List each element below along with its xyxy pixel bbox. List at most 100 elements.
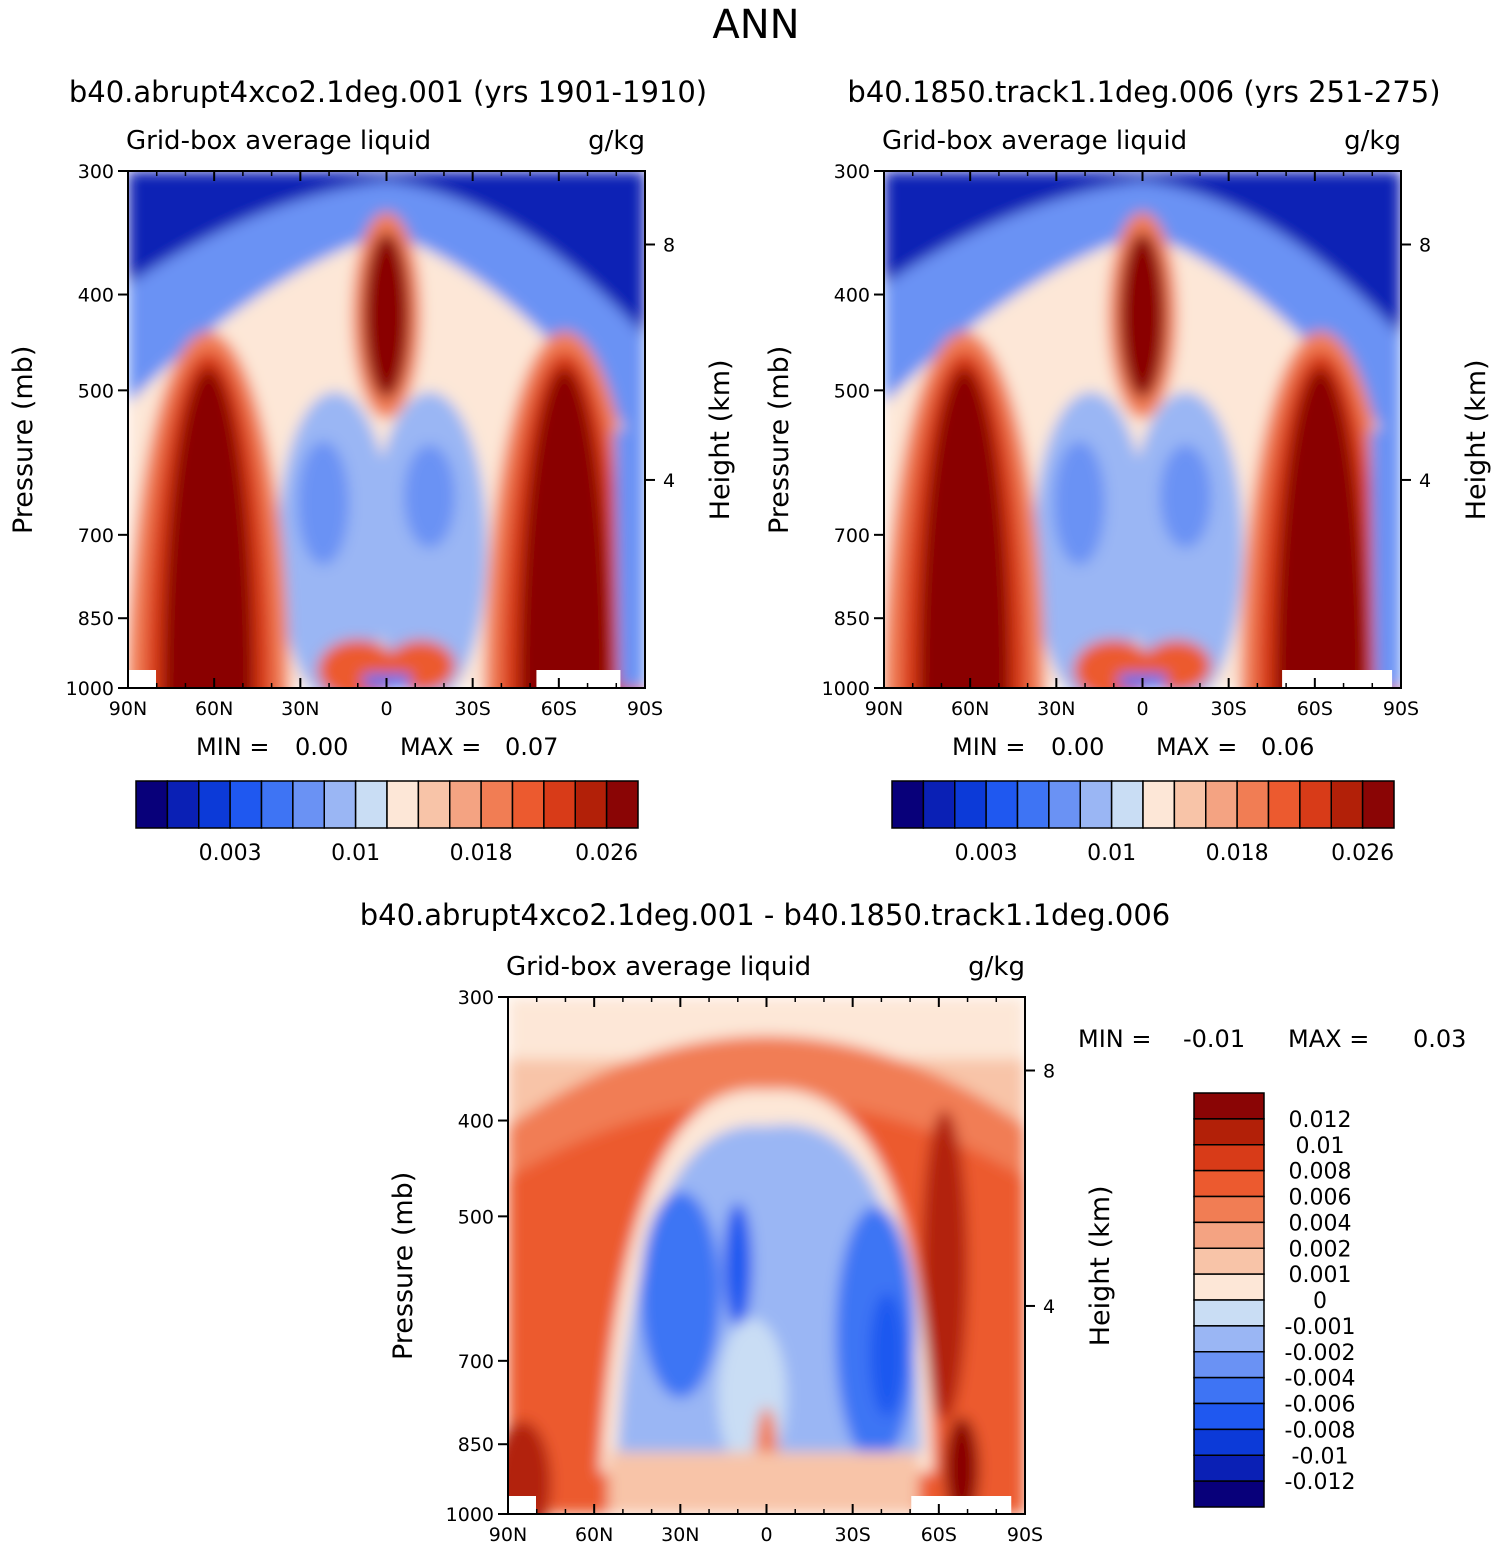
min-label: MIN =: [952, 733, 1025, 761]
y-tick-label: 300: [78, 161, 114, 183]
field-name: Grid-box average liquid: [126, 126, 431, 156]
colorbar-swatch: [386, 780, 420, 829]
max-value: 0.06: [1261, 733, 1314, 761]
y-axis-title: Pressure (mb): [388, 1172, 419, 1360]
surface-pale-strip: [608, 1451, 919, 1514]
y-tick-label: 400: [78, 285, 114, 307]
y-tick-label: 700: [458, 1351, 494, 1373]
height-tick-label: 4: [1043, 1296, 1055, 1318]
missing-data: [1282, 670, 1393, 688]
tropical-blue-core-sh: [403, 444, 456, 549]
x-tick-label: 30S: [1211, 698, 1247, 720]
colorbar-swatch: [1142, 780, 1176, 829]
colorbar-label: -0.01: [1292, 1444, 1349, 1469]
max-label: MAX =: [400, 733, 481, 761]
max-label: MAX =: [1288, 1025, 1369, 1053]
y-tick-label: 500: [458, 1206, 494, 1228]
colorbar-swatch: [574, 780, 608, 829]
y-tick-label: 400: [458, 1111, 494, 1133]
colorbar-swatch: [1193, 1169, 1265, 1198]
missing-data: [128, 670, 156, 688]
x-tick-label: 60N: [195, 698, 233, 720]
x-tick-label: 60S: [921, 1524, 957, 1546]
x-tick-label: 0: [760, 1524, 772, 1546]
y-tick-label: 700: [834, 525, 870, 547]
min-value: 0.00: [295, 733, 348, 761]
colorbar-swatch: [954, 780, 987, 829]
equatorial-core: [363, 232, 410, 399]
height-tick-label: 8: [1419, 234, 1431, 256]
x-tick-label: 90N: [489, 1524, 527, 1546]
colorbar-swatch: [1048, 780, 1081, 829]
x-tick-label: 90N: [109, 698, 147, 720]
height-tick-label: 8: [663, 234, 675, 256]
colorbar-swatch: [985, 780, 1019, 829]
colorbar-swatch: [1193, 1376, 1265, 1405]
colorbar-label: 0.026: [575, 841, 638, 866]
colorbar-swatch: [1016, 780, 1050, 829]
colorbar-label: 0.002: [1289, 1237, 1352, 1262]
field-units: g/kg: [588, 126, 645, 156]
colorbar-label: 0.003: [199, 841, 262, 866]
upper-blue-cap: [128, 171, 645, 337]
colorbar: 0.003 0.01 0.018 0.026: [891, 780, 1395, 866]
surface-red-nh: [1073, 639, 1154, 688]
colorbar-swatch: [417, 780, 451, 829]
equatorial-core: [1119, 232, 1166, 399]
colorbar-swatch: [166, 780, 200, 829]
colorbar-swatch: [1193, 1454, 1265, 1482]
sh-midlat-red: [921, 1109, 968, 1421]
height-tick-label: 8: [1043, 1060, 1055, 1082]
colorbar-label: -0.001: [1285, 1315, 1356, 1340]
colorbar: 0.0120.010.0080.0060.0040.0020.0010-0.00…: [1193, 1092, 1356, 1508]
x-tick-label: 90N: [865, 698, 903, 720]
colorbar-label: 0: [1313, 1289, 1327, 1314]
colorbar-label: 0.003: [955, 841, 1018, 866]
colorbar-swatch: [1193, 1299, 1265, 1327]
x-tick-label: 30S: [835, 1524, 871, 1546]
panel-title: b40.1850.track1.1deg.006 (yrs 251-275): [847, 75, 1440, 109]
y-tick-label: 500: [78, 380, 114, 402]
height-tick-label: 4: [1419, 470, 1431, 492]
colorbar-swatch: [480, 780, 514, 829]
colorbar-swatch: [1193, 1144, 1265, 1172]
colorbar-swatch: [1110, 780, 1144, 829]
missing-data: [508, 1496, 536, 1514]
colorbar-swatch: [891, 780, 925, 829]
colorbar-swatch: [323, 780, 357, 829]
y-tick-label: 850: [834, 608, 870, 630]
missing-data: [536, 670, 621, 688]
y-tick-label: 850: [78, 608, 114, 630]
colorbar-label: 0.006: [1289, 1186, 1352, 1211]
colorbar-swatch: [1267, 780, 1301, 829]
colorbar-label: 0.004: [1289, 1211, 1352, 1236]
colorbar-label: 0.018: [450, 841, 513, 866]
min-value: 0.00: [1051, 733, 1104, 761]
field-units: g/kg: [968, 952, 1025, 982]
y-axis-title: Pressure (mb): [8, 346, 39, 534]
midlat-band-sh: [1274, 367, 1367, 688]
max-value: 0.07: [505, 733, 558, 761]
field-name: Grid-box average liquid: [882, 126, 1187, 156]
contour-field: [508, 997, 1025, 1514]
height-tick-label: 4: [663, 470, 675, 492]
tropical-blue-core-nh: [297, 440, 350, 566]
colorbar-label: -0.012: [1285, 1470, 1356, 1495]
midlat-band-nh: [162, 367, 255, 688]
y-tick-label: 300: [458, 987, 494, 1009]
midlat-band-nh: [918, 367, 1011, 688]
colorbar-swatch: [1193, 1092, 1265, 1120]
colorbar-swatch: [135, 780, 169, 829]
x-tick-label: 0: [1136, 698, 1148, 720]
y-axis-title-right: Height (km): [1085, 1185, 1116, 1346]
x-tick-label: 60S: [1297, 698, 1333, 720]
min-value: -0.01: [1183, 1025, 1245, 1053]
missing-data: [911, 1496, 1012, 1514]
colorbar-swatch: [260, 780, 294, 829]
colorbar-swatch: [1193, 1351, 1265, 1379]
y-tick-label: 1000: [822, 678, 870, 700]
cooling-core-eq: [723, 1202, 753, 1328]
field-name: Grid-box average liquid: [506, 952, 811, 982]
x-tick-label: 30S: [455, 698, 491, 720]
y-tick-label: 1000: [66, 678, 114, 700]
